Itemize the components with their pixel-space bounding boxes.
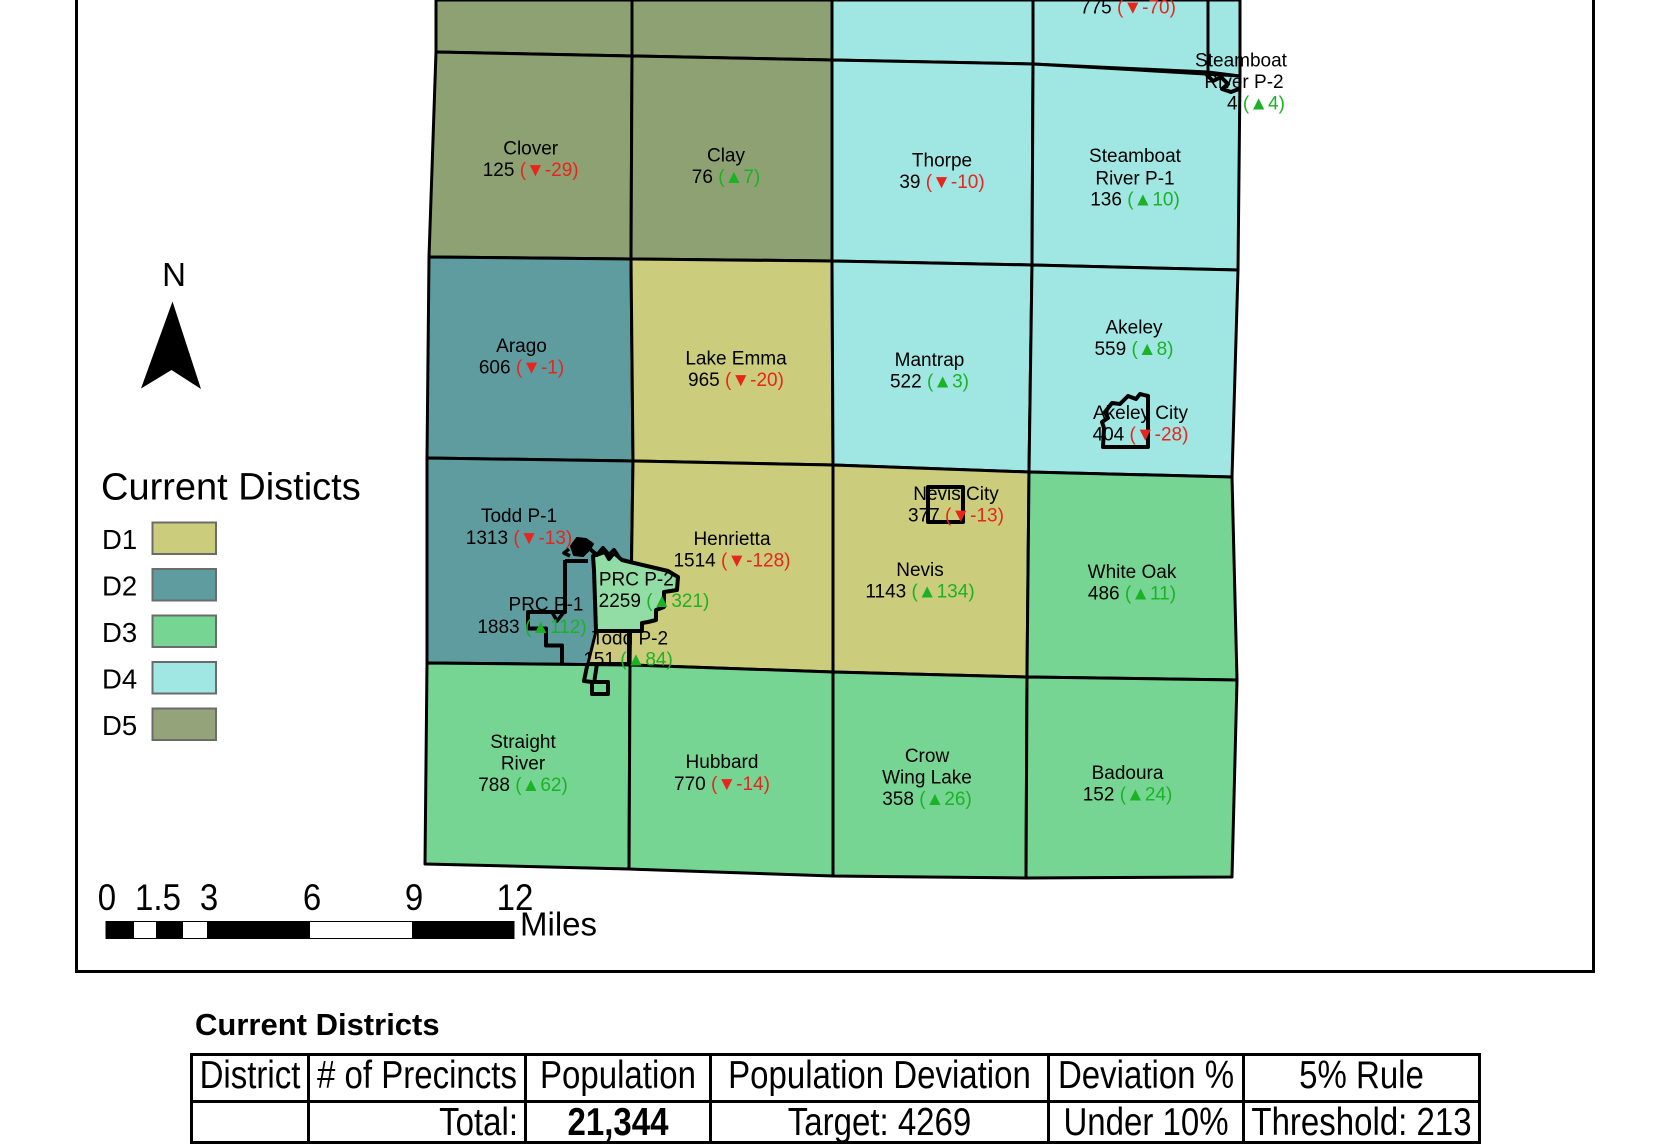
svg-text:486 (▲11): 486 (▲11) xyxy=(1088,584,1176,605)
svg-text:D3: D3 xyxy=(102,617,137,648)
svg-text:White Oak: White Oak xyxy=(1088,562,1177,583)
svg-text:1883 (▲112): 1883 (▲112) xyxy=(477,617,586,638)
svg-text:D5: D5 xyxy=(102,710,137,741)
svg-text:Henrietta: Henrietta xyxy=(693,529,771,550)
svg-text:0: 0 xyxy=(98,877,116,918)
svg-text:Nevis City: Nevis City xyxy=(913,484,999,505)
svg-text:606 (▼-1): 606 (▼-1) xyxy=(479,358,564,379)
svg-text:788 (▲62): 788 (▲62) xyxy=(478,775,568,796)
svg-text:Akeley City: Akeley City xyxy=(1093,403,1189,424)
svg-text:Clover: Clover xyxy=(503,139,559,160)
svg-text:136 (▲10): 136 (▲10) xyxy=(1090,190,1180,211)
svg-text:River P-2: River P-2 xyxy=(1204,72,1283,93)
svg-text:404 (▼-28): 404 (▼-28) xyxy=(1093,425,1189,446)
svg-text:N: N xyxy=(162,256,186,293)
svg-text:4 (▲4): 4 (▲4) xyxy=(1227,94,1285,115)
svg-text:9: 9 xyxy=(405,877,423,918)
svg-text:3: 3 xyxy=(200,877,218,918)
svg-text:358 (▲26): 358 (▲26) xyxy=(882,789,972,810)
svg-text:125 (▼-29): 125 (▼-29) xyxy=(483,160,579,181)
svg-text:76 (▲7): 76 (▲7) xyxy=(692,167,760,188)
svg-text:River: River xyxy=(501,754,546,775)
svg-text:775 (▼-70): 775 (▼-70) xyxy=(1080,0,1176,19)
svg-text:Thorpe: Thorpe xyxy=(912,151,972,172)
svg-text:Todd P-1: Todd P-1 xyxy=(481,506,557,527)
svg-text:Clay: Clay xyxy=(707,146,746,167)
svg-text:PRC P-2: PRC P-2 xyxy=(599,570,674,591)
svg-text:Wing Lake: Wing Lake xyxy=(882,768,972,789)
svg-text:1143 (▲134): 1143 (▲134) xyxy=(865,582,974,603)
svg-text:39 (▼-10): 39 (▼-10) xyxy=(899,172,984,193)
svg-text:Miles: Miles xyxy=(520,906,597,943)
svg-text:Badoura: Badoura xyxy=(1092,763,1164,784)
svg-text:522 (▲3): 522 (▲3) xyxy=(890,372,969,393)
svg-text:1313 (▼-13): 1313 (▼-13) xyxy=(466,528,572,549)
svg-text:965 (▼-20): 965 (▼-20) xyxy=(688,370,784,391)
svg-text:Akeley: Akeley xyxy=(1105,318,1163,339)
svg-text:Arago: Arago xyxy=(496,336,547,357)
svg-text:6: 6 xyxy=(303,877,321,918)
svg-text:770 (▼-14): 770 (▼-14) xyxy=(674,774,770,795)
svg-text:152 (▲24): 152 (▲24) xyxy=(1083,785,1173,806)
svg-text:Crow: Crow xyxy=(905,746,950,767)
svg-text:12: 12 xyxy=(497,877,534,918)
svg-text:Hubbard: Hubbard xyxy=(686,752,759,773)
svg-text:Steamboat: Steamboat xyxy=(1089,146,1182,167)
svg-text:1.5: 1.5 xyxy=(135,877,181,918)
svg-text:Straight: Straight xyxy=(490,732,556,753)
svg-text:Mantrap: Mantrap xyxy=(895,350,965,371)
svg-text:D1: D1 xyxy=(102,524,137,555)
svg-text:Nevis: Nevis xyxy=(896,560,944,581)
svg-text:Todd P-2: Todd P-2 xyxy=(592,629,668,650)
svg-text:Current Disticts: Current Disticts xyxy=(101,467,361,509)
svg-text:River P-1: River P-1 xyxy=(1095,169,1174,190)
svg-text:PRC P-1: PRC P-1 xyxy=(509,595,584,616)
svg-text:D2: D2 xyxy=(102,571,137,602)
svg-text:1514 (▼-128): 1514 (▼-128) xyxy=(673,551,790,572)
svg-text:2259 (▲321): 2259 (▲321) xyxy=(599,591,710,612)
svg-text:151 (▲84): 151 (▲84) xyxy=(583,650,673,671)
svg-text:Lake Emma: Lake Emma xyxy=(685,349,787,370)
svg-text:Steamboat: Steamboat xyxy=(1195,51,1288,72)
svg-text:377 (▼-13): 377 (▼-13) xyxy=(908,506,1004,527)
svg-text:559 (▲8): 559 (▲8) xyxy=(1094,339,1173,360)
svg-text:D4: D4 xyxy=(102,664,137,695)
